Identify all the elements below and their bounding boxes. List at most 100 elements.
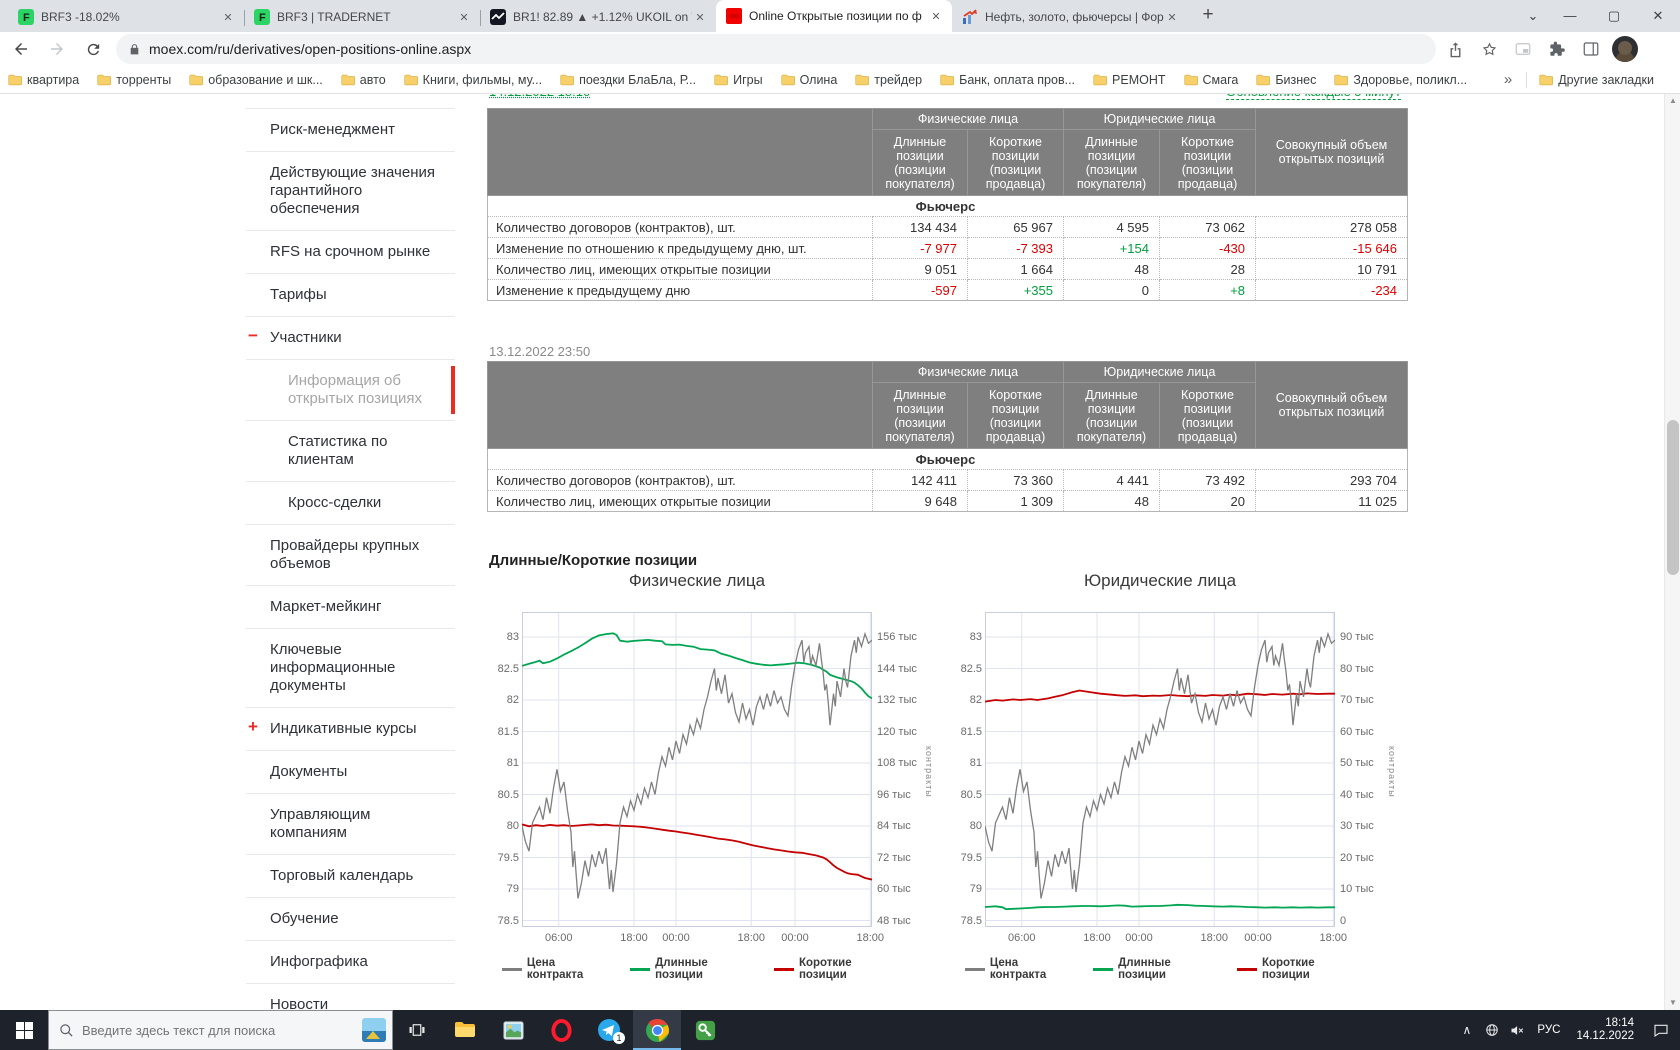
share-button[interactable] [1440, 35, 1470, 63]
search-highlight-image[interactable] [362, 1018, 386, 1042]
update-interval-link[interactable]: Обновление каждые 5 минут [1225, 94, 1401, 100]
bookmark-item[interactable]: поездки БлаБла, Р... [560, 73, 696, 87]
value-cell: 134 434 [872, 216, 968, 238]
keepass-button[interactable] [681, 1010, 729, 1050]
bookmark-item[interactable]: Книги, фильмы, му... [404, 73, 542, 87]
sidebar-item[interactable]: Обучение [246, 897, 455, 940]
browser-tab[interactable]: F BRF3 | TRADERNET ✕ [244, 2, 480, 32]
sidebar-item-label: Кросс-сделки [288, 494, 382, 511]
sidebar-item[interactable]: Риск-менеджмент [246, 108, 455, 151]
volume-muted-icon[interactable] [1504, 1010, 1529, 1050]
url-text[interactable]: moex.com/ru/derivatives/open-positions-o… [149, 41, 472, 57]
right-axis-label: контракты [1387, 746, 1397, 798]
photos-app-button[interactable] [489, 1010, 537, 1050]
legend-label: Короткие позиции [1261, 957, 1315, 981]
sidebar-item[interactable]: Управляющим компаниям [246, 793, 455, 854]
sidebar-item[interactable]: + Индикативные курсы [246, 707, 455, 750]
tab-close-icon[interactable]: ✕ [695, 11, 705, 24]
reading-mode-button[interactable] [1508, 35, 1538, 63]
page-scrollbar[interactable]: ▲ ▼ [1664, 94, 1680, 1010]
sidebar-item[interactable]: Инфографика [246, 940, 455, 983]
sidebar-item[interactable]: Кросс-сделки [246, 481, 455, 524]
task-view-button[interactable] [393, 1010, 441, 1050]
sidebar-item[interactable]: RFS на срочном рынке [246, 230, 455, 273]
sidebar-item[interactable]: Провайдеры крупных объемов [246, 524, 455, 585]
start-button[interactable] [0, 1010, 48, 1050]
reload-button[interactable] [78, 35, 108, 63]
network-icon[interactable] [1479, 1010, 1504, 1050]
scroll-down-icon[interactable]: ▼ [1669, 998, 1677, 1007]
sidebar-item[interactable]: Ключевые информационные документы [246, 628, 455, 707]
bookmark-label: Бизнес [1275, 72, 1317, 87]
address-bar[interactable]: moex.com/ru/derivatives/open-positions-o… [116, 34, 1436, 64]
sidebar-item[interactable]: − Участники [246, 316, 455, 359]
puzzle-icon [1549, 41, 1565, 56]
sidebar-item[interactable]: Новости [246, 983, 455, 1010]
value-cell: -597 [872, 279, 968, 301]
maximize-button[interactable]: ▢ [1607, 8, 1621, 23]
telegram-button[interactable]: 1 [585, 1010, 633, 1050]
taskbar-search-box[interactable] [48, 1010, 393, 1050]
bookmark-item[interactable]: Бизнес [1256, 73, 1316, 87]
clipped-header-row: 14.12.2022 18:10 Обновление каждые 5 мин… [487, 94, 1407, 101]
hidden-icons-chevron[interactable]: ∧ [1462, 1023, 1472, 1037]
bookmark-item[interactable]: Здоровье, поликл... [1334, 73, 1467, 87]
sidebar-item[interactable]: Торговый календарь [246, 854, 455, 897]
extensions-button[interactable] [1542, 35, 1572, 63]
bookmark-item[interactable]: Банк, оплата пров... [940, 73, 1075, 87]
action-center-button[interactable] [1642, 1010, 1680, 1050]
minimize-button[interactable]: — [1563, 8, 1577, 23]
tab-close-icon[interactable]: ✕ [1167, 11, 1177, 24]
scrollbar-thumb[interactable] [1667, 420, 1679, 575]
other-bookmarks-button[interactable]: Другие закладки [1539, 73, 1654, 87]
bookmark-item[interactable]: квартира [8, 73, 79, 87]
sidebar-item[interactable]: Статистика по клиентам [246, 420, 455, 481]
left-axis-tick: 83 [969, 631, 982, 643]
tab-close-icon[interactable]: ✕ [931, 10, 941, 23]
clock[interactable]: 18:14 14.12.2022 [1568, 1017, 1642, 1043]
bookmarks-overflow-chevron[interactable]: » [1503, 71, 1513, 88]
table-row: Количество лиц, имеющих открытые позиции… [487, 258, 1409, 280]
back-icon [15, 43, 27, 55]
language-indicator[interactable]: РУС [1537, 1024, 1561, 1036]
sidebar-item[interactable]: Информация об открытых позициях [246, 359, 455, 420]
bookmark-item[interactable]: РЕМОНТ [1093, 73, 1166, 87]
tab-search-chevron-icon[interactable]: ⌄ [1527, 8, 1539, 23]
bookmark-folder-icon [97, 74, 112, 85]
close-button[interactable]: ✕ [1652, 8, 1664, 23]
file-explorer-button[interactable] [441, 1010, 489, 1050]
bookmark-item[interactable]: трейдер [855, 73, 922, 87]
sidebar-item-label: Статистика по клиентам [288, 433, 388, 468]
bookmark-item[interactable]: Олина [780, 73, 837, 87]
browser-tab[interactable]: BR1! 82.89 ▲ +1.12% UKOIL on T ✕ [480, 2, 716, 32]
side-panel-button[interactable] [1576, 35, 1606, 63]
browser-tab[interactable]: Нефть, золото, фьючерсы | Фор ✕ [952, 2, 1188, 32]
new-tab-button[interactable]: + [1202, 4, 1214, 25]
sidebar-item[interactable]: Действующие значения гарантийного обеспе… [246, 151, 455, 230]
bookmark-star-button[interactable] [1474, 35, 1504, 63]
sidebar-item[interactable]: Тарифы [246, 273, 455, 316]
bookmark-item[interactable]: Игры [714, 73, 763, 87]
profile-avatar[interactable] [1612, 36, 1638, 62]
browser-tab[interactable]: F BRF3 -18.02% ✕ [8, 2, 244, 32]
browser-tab[interactable]: Online Открытые позиции по ф ✕ [716, 0, 952, 32]
tab-close-icon[interactable]: ✕ [223, 11, 233, 24]
forward-button[interactable] [42, 35, 72, 63]
search-input[interactable] [82, 1022, 362, 1038]
sidebar-item[interactable]: Документы [246, 750, 455, 793]
bookmark-item[interactable]: образование и шк... [189, 73, 323, 87]
collapse-minus-icon[interactable]: − [248, 326, 258, 345]
scroll-up-icon[interactable]: ▲ [1669, 96, 1677, 105]
bookmark-label: Банк, оплата пров... [959, 72, 1076, 87]
opera-browser-button[interactable] [537, 1010, 585, 1050]
bookmark-item[interactable]: авто [341, 73, 386, 87]
tab-close-icon[interactable]: ✕ [459, 11, 469, 24]
back-button[interactable] [6, 35, 36, 63]
expand-plus-icon[interactable]: + [248, 717, 258, 736]
chrome-button-active[interactable] [633, 1010, 681, 1050]
sidebar-item[interactable]: Маркет-мейкинг [246, 585, 455, 628]
header-group-legal: Юридические лица [1062, 108, 1257, 130]
bookmark-item[interactable]: торренты [97, 73, 171, 87]
browser-menu-button[interactable] [1642, 35, 1660, 63]
bookmark-item[interactable]: Смага [1183, 73, 1238, 87]
